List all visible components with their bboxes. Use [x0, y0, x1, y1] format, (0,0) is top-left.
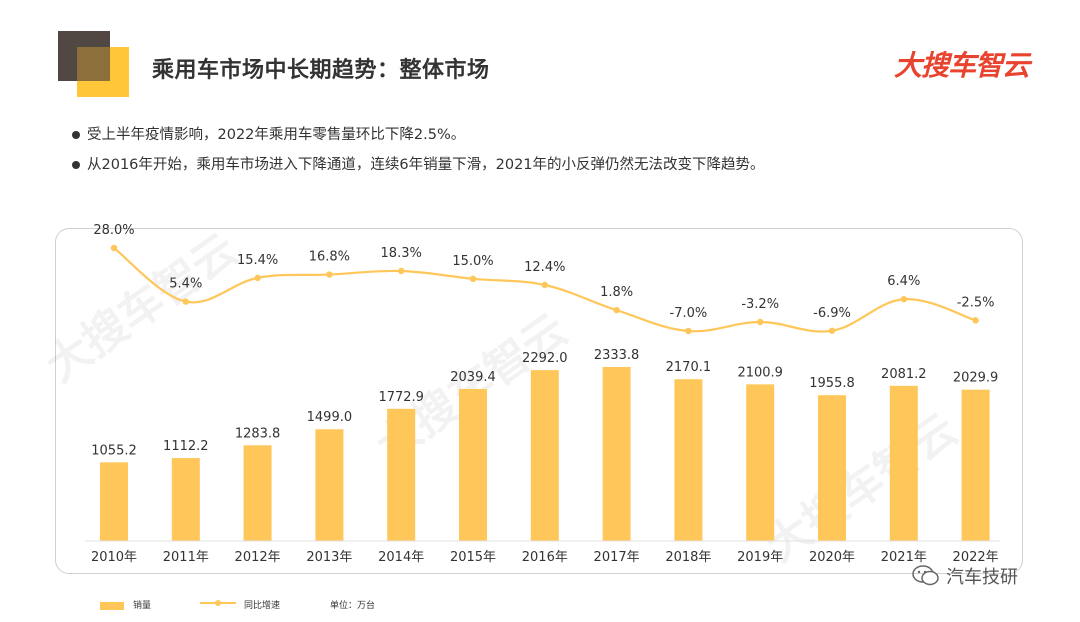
watermark-text: 大搜车智云 [37, 224, 246, 392]
wechat-account-name: 汽车技研 [946, 567, 1018, 588]
growth-value-label: -7.0% [670, 306, 708, 321]
bar [674, 379, 703, 541]
bar-value-label: 2029.9 [953, 371, 999, 386]
bar [889, 385, 918, 541]
x-tick-label: 2020年 [809, 550, 855, 565]
growth-value-label: 15.4% [237, 253, 278, 268]
bar [746, 384, 775, 541]
growth-value-label: 18.3% [381, 246, 422, 261]
growth-value-label: 16.8% [309, 250, 350, 265]
bullet-item: 从2016年开始，乘用车市场进入下降通道，连续6年销量下滑，2021年的小反弹仍… [72, 150, 765, 180]
bar [818, 395, 846, 541]
bar-value-label: 1772.9 [378, 390, 424, 405]
bar [530, 370, 559, 541]
bar [387, 408, 416, 541]
bar [171, 458, 200, 541]
growth-value-label: 1.8% [600, 285, 633, 300]
wechat-footer: 汽车技研 [912, 563, 1018, 589]
growth-point [326, 271, 333, 278]
x-tick-label: 2018年 [665, 550, 711, 565]
bar-value-label: 2292.0 [522, 351, 568, 366]
legend-line-swatch [200, 600, 236, 606]
growth-value-label: -6.9% [813, 306, 851, 321]
bar [243, 445, 272, 541]
brand-logo: 大搜车智云 [894, 49, 1030, 82]
bullet-item: 受上半年疫情影响，2022年乘用车零售量环比下降2.5%。 [72, 120, 765, 150]
growth-value-label: 28.0% [93, 223, 134, 238]
bar-value-label: 1955.8 [809, 376, 855, 391]
x-tick-label: 2016年 [522, 550, 568, 565]
growth-point [972, 317, 979, 324]
growth-point [182, 298, 189, 305]
x-tick-label: 2010年 [91, 550, 137, 565]
bullet-dot-icon [72, 161, 80, 169]
bar-value-label: 1499.0 [307, 410, 353, 425]
bar [315, 429, 344, 541]
bar-value-label: 2081.2 [881, 367, 927, 382]
bar-value-label: 1055.2 [91, 443, 137, 458]
bar-value-label: 1283.8 [235, 426, 281, 441]
legend-sales-label: 销量 [133, 601, 152, 611]
bar [100, 462, 128, 541]
bar-value-label: 2039.4 [450, 370, 496, 385]
growth-point [685, 327, 692, 335]
unit-note: 单位：万台 [330, 601, 376, 611]
bar [602, 367, 631, 541]
wechat-icon [912, 565, 939, 586]
legend-bar-swatch [100, 602, 124, 610]
bar-value-label: 1112.2 [163, 439, 209, 454]
growth-value-label: -3.2% [741, 297, 779, 312]
x-tick-label: 2014年 [378, 550, 424, 565]
growth-point [541, 281, 548, 289]
bullet-dot-icon [72, 131, 80, 139]
growth-point [900, 296, 907, 303]
bar-value-label: 2333.8 [594, 348, 640, 363]
x-tick-label: 2012年 [235, 550, 281, 565]
x-tick-label: 2022年 [953, 550, 999, 565]
bar-value-label: 2100.9 [737, 365, 783, 380]
legend-growth-label: 同比增速 [244, 601, 281, 611]
growth-point [613, 306, 620, 314]
growth-point [469, 275, 477, 283]
watermark-text: 大搜车智云 [757, 404, 966, 572]
growth-value-label: 6.4% [887, 274, 920, 289]
bullet-text: 从2016年开始，乘用车市场进入下降通道，连续6年销量下滑，2021年的小反弹仍… [87, 157, 765, 173]
bullet-list: 受上半年疫情影响，2022年乘用车零售量环比下降2.5%。 从2016年开始，乘… [72, 120, 765, 180]
x-tick-label: 2021年 [881, 550, 927, 565]
bar [961, 389, 990, 541]
growth-point [398, 267, 405, 275]
bullet-text: 受上半年疫情影响，2022年乘用车零售量环比下降2.5%。 [87, 127, 466, 143]
x-tick-label: 2015年 [450, 550, 496, 565]
x-tick-label: 2013年 [306, 550, 352, 565]
logo-square-overlap [77, 47, 110, 81]
x-tick-label: 2011年 [163, 550, 209, 565]
x-tick-label: 2019年 [737, 550, 783, 565]
page-title: 乘用车市场中长期趋势：整体市场 [152, 58, 490, 83]
bar-value-label: 2170.1 [666, 360, 712, 375]
growth-value-label: -2.5% [957, 295, 995, 310]
growth-point [254, 274, 261, 282]
growth-value-label: 12.4% [524, 260, 565, 275]
growth-point [757, 318, 764, 326]
growth-value-label: 5.4% [169, 277, 202, 292]
growth-point [828, 327, 836, 334]
bar [459, 388, 487, 541]
chart-frame [55, 228, 1023, 574]
growth-point [110, 244, 118, 252]
growth-value-label: 15.0% [452, 254, 493, 269]
x-tick-label: 2017年 [594, 550, 640, 565]
